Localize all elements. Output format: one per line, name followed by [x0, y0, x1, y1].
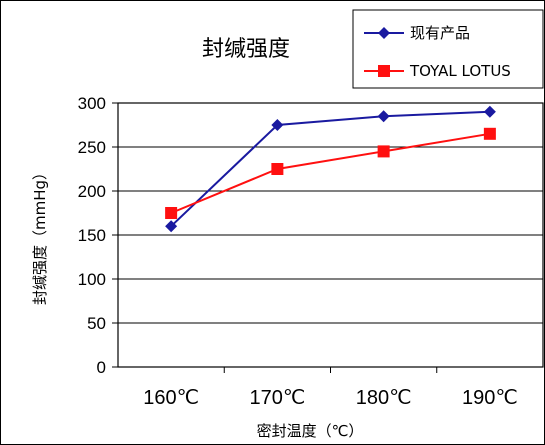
y-tick-label: 0	[97, 358, 106, 377]
data-point	[483, 105, 496, 118]
x-tick-label: 170℃	[249, 387, 305, 409]
series-2	[165, 127, 496, 219]
legend-marker	[378, 27, 390, 39]
series-1	[165, 105, 496, 233]
y-tick-label: 300	[78, 94, 106, 113]
x-tick-label: 180℃	[356, 387, 412, 409]
series-line	[170, 110, 490, 227]
data-point	[271, 119, 284, 131]
x-axis-label: 密封温度（℃）	[257, 422, 364, 440]
data-point	[271, 163, 284, 175]
data-point	[483, 127, 496, 140]
legend-label: 现有产品	[410, 24, 470, 42]
gridlines	[118, 146, 543, 324]
data-point	[377, 110, 390, 123]
y-tick-label: 100	[78, 270, 106, 289]
legend: 现有产品 TOYAL LOTUS	[352, 9, 544, 89]
data-point	[377, 145, 390, 158]
y-tick-label: 200	[78, 182, 106, 201]
legend-label: TOYAL LOTUS	[409, 62, 511, 80]
data-point	[165, 220, 178, 233]
y-tick-label: 250	[78, 138, 106, 157]
series-line	[170, 132, 491, 214]
y-tick-label: 50	[87, 314, 106, 333]
x-tick-label: 190℃	[462, 387, 518, 409]
x-axis-ticks: 160℃ 170℃ 180℃ 190℃	[143, 367, 518, 409]
y-axis-ticks: 0 50 100 150 200 250 300	[78, 94, 118, 377]
chart-title: 封缄强度	[202, 37, 290, 62]
y-axis-label: 封缄强度（mmHg）	[31, 165, 49, 305]
data-point	[165, 207, 178, 219]
legend-marker	[378, 65, 390, 77]
x-tick-label: 160℃	[143, 387, 199, 409]
y-tick-label: 150	[78, 226, 106, 245]
series-group	[165, 105, 496, 233]
